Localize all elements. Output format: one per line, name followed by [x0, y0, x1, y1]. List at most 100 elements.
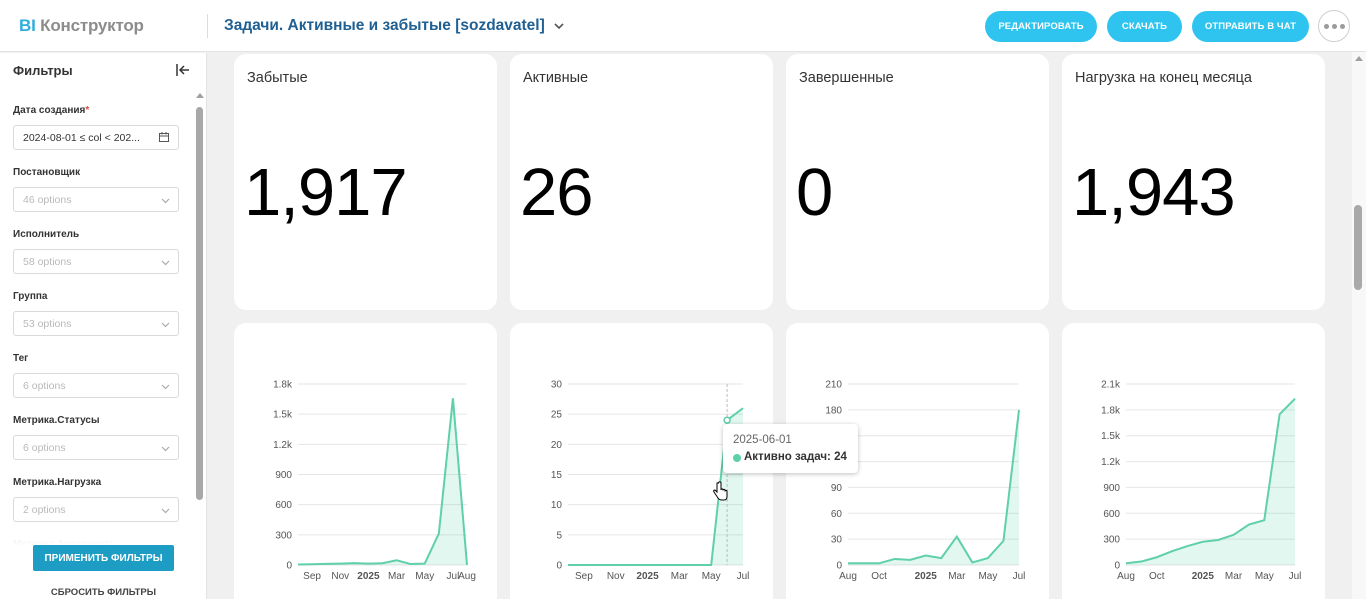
y-tick-label: 1.8k	[1101, 405, 1121, 416]
filter-placeholder: 6 options	[23, 441, 66, 454]
x-tick-label: Oct	[1149, 571, 1165, 582]
chevron-down-icon	[161, 446, 170, 452]
y-tick-label: 10	[551, 500, 563, 511]
filter-placeholder: 58 options	[23, 255, 72, 268]
x-tick-label: Oct	[871, 571, 887, 582]
x-tick-label: Aug	[1117, 571, 1135, 582]
date-range-field[interactable]: 2024-08-01 ≤ col < 202...	[13, 125, 179, 150]
filter-label: Метрика.Нагрузка	[13, 477, 102, 488]
highlight-point	[723, 416, 731, 424]
y-tick-label: 1.2k	[273, 440, 293, 451]
kpi-value: 1,943	[1072, 155, 1236, 230]
tooltip-value: Активно задач: 24	[744, 451, 847, 463]
y-tick-label: 0	[1114, 561, 1120, 572]
filter-select[interactable]: 6 options	[13, 435, 179, 460]
hand-cursor-icon	[713, 481, 728, 501]
y-tick-label: 20	[551, 440, 563, 451]
series-line	[297, 398, 468, 566]
dot-icon	[1331, 23, 1337, 29]
y-tick-label: 0	[836, 561, 842, 572]
chart-load[interactable]: 0 300 600 900 1.2k 1.5k 1.8k 2.1k Aug Oct 2025 Mar M…	[1062, 323, 1325, 599]
kpi-title: Завершенные	[799, 70, 894, 86]
reset-filters-button[interactable]: СБРОСИТЬ ФИЛЬТРЫ	[50, 586, 157, 598]
chart-tooltip: 2025-06-01 Активно задач: 24	[723, 424, 858, 473]
y-tick-label: 1.5k	[273, 410, 293, 421]
required-marker: *	[85, 105, 90, 116]
dashboard-title-selector[interactable]: Задачи. Активные и забытые [sozdavatel]	[224, 17, 565, 35]
filter-label: Дата создания*	[13, 105, 90, 116]
x-tick-label: Jul	[737, 571, 750, 582]
x-tick-label: Mar	[1225, 571, 1243, 582]
x-tick-label: May	[702, 571, 721, 582]
filter-label: Исполнитель	[13, 229, 80, 240]
dashboard-title: Задачи. Активные и забытые [sozdavatel]	[224, 17, 545, 34]
more-options-button[interactable]	[1318, 10, 1350, 42]
filter-select[interactable]: 2 options	[13, 497, 179, 522]
kpi-title: Активные	[523, 70, 589, 86]
x-tick-label: 2025	[1192, 571, 1215, 582]
apply-filters-button[interactable]: ПРИМЕНИТЬ ФИЛЬТРЫ	[33, 545, 174, 571]
sidebar-scrollbar[interactable]	[196, 107, 203, 500]
x-tick-label: Mar	[948, 571, 966, 582]
kpi-value: 1,917	[244, 155, 408, 230]
x-tick-label: 2025	[636, 571, 659, 582]
x-tick-label: Mar	[388, 571, 406, 582]
chevron-down-icon	[161, 322, 170, 328]
y-tick-label: 30	[831, 535, 843, 546]
filter-select[interactable]: 6 options	[13, 373, 179, 398]
kpi-title: Забытые	[247, 70, 308, 86]
chevron-down-icon	[161, 198, 170, 204]
chart-card-forgotten: 0 300 600 900 1.2k 1.5k 1.8k Sep Nov 2025 Mar May Ju…	[234, 323, 497, 599]
y-tick-label: 1.8k	[273, 380, 293, 391]
series-dot-icon	[733, 454, 741, 462]
filter-label: Группа	[13, 291, 48, 302]
scroll-up-arrow-icon[interactable]	[196, 93, 204, 98]
y-tick-label: 25	[551, 410, 563, 421]
filter-placeholder: 6 options	[23, 379, 66, 392]
download-button[interactable]: СКАЧАТЬ	[1107, 11, 1182, 42]
x-tick-label: Aug	[839, 571, 857, 582]
edit-button[interactable]: РЕДАКТИРОВАТЬ	[985, 11, 1097, 42]
y-tick-label: 15	[551, 470, 563, 481]
series-line	[568, 407, 744, 566]
y-tick-label: 2.1k	[1101, 380, 1121, 391]
app-logo[interactable]: BI Конструктор	[19, 16, 144, 36]
filter-select[interactable]: 46 options	[13, 187, 179, 212]
y-tick-label: 30	[551, 380, 563, 391]
y-tick-label: 0	[286, 561, 292, 572]
x-tick-label: 2025	[357, 571, 380, 582]
series-line	[1125, 397, 1296, 565]
chevron-down-icon	[161, 384, 170, 390]
y-tick-label: 60	[831, 509, 843, 520]
top-header: BI Конструктор Задачи. Активные и забыты…	[0, 0, 1366, 52]
page-scroll-up-arrow-icon[interactable]	[1355, 56, 1363, 61]
filters-sidebar: Фильтры Дата создания* 2024-08-01 ≤ col <…	[0, 53, 207, 599]
chart-card-load: 0 300 600 900 1.2k 1.5k 1.8k 2.1k Aug Oct 2025 Mar M…	[1062, 323, 1325, 599]
filter-select[interactable]: 58 options	[13, 249, 179, 274]
y-tick-label: 300	[275, 530, 292, 541]
y-tick-label: 210	[825, 380, 842, 391]
tooltip-date: 2025-06-01	[733, 434, 792, 446]
filters-title: Фильтры	[13, 63, 73, 78]
y-tick-label: 0	[556, 561, 562, 572]
y-tick-label: 600	[1103, 509, 1120, 520]
kpi-value: 26	[520, 155, 594, 230]
filter-select[interactable]: 53 options	[13, 311, 179, 336]
y-tick-label: 1.5k	[1101, 431, 1121, 442]
series-area	[568, 408, 743, 565]
x-tick-label: Aug	[458, 571, 476, 582]
x-tick-label: 2025	[915, 571, 938, 582]
x-tick-label: Jul	[447, 571, 460, 582]
chart-forgotten[interactable]: 0 300 600 900 1.2k 1.5k 1.8k Sep Nov 2025 Mar May Ju…	[234, 323, 497, 599]
x-tick-label: Nov	[331, 571, 349, 582]
y-tick-label: 90	[831, 483, 843, 494]
page-scrollbar[interactable]	[1354, 205, 1362, 290]
calendar-icon	[159, 132, 169, 142]
filter-label: Постановщик	[13, 167, 81, 178]
chevron-down-icon	[161, 508, 170, 514]
x-tick-label: Nov	[607, 571, 625, 582]
collapse-sidebar-icon[interactable]	[175, 62, 191, 78]
page-scrollbar-track	[1352, 52, 1366, 599]
send-to-chat-button[interactable]: ОТПРАВИТЬ В ЧАТ	[1192, 11, 1309, 42]
